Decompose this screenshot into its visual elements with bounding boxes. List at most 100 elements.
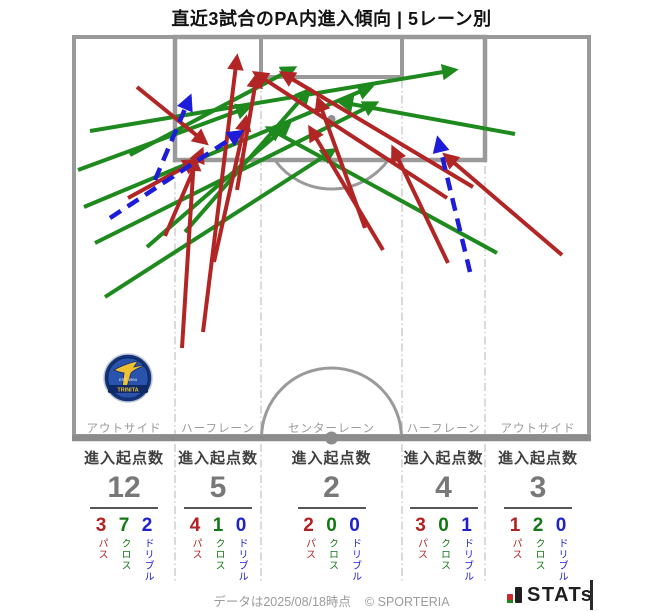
entry-origin-count-value: 4 — [435, 471, 452, 504]
entry-arrow-pass — [391, 144, 450, 264]
entry-type-breakdown: 2 パス 0 クロス 0 ドリブル — [277, 516, 387, 582]
cross-breakdown-cell: 2 クロス — [528, 516, 548, 582]
count-underline — [184, 506, 252, 509]
dribble-count-value: 1 — [461, 514, 472, 536]
goal-area — [259, 35, 404, 79]
cross-count-value: 7 — [118, 514, 130, 536]
entry-arrow-cross — [183, 87, 312, 234]
entry-arrow-pass — [180, 154, 202, 349]
dribble-legend-label: ドリブル — [142, 537, 153, 582]
entry-type-breakdown: 1 パス 2 クロス 0 ドリブル — [483, 516, 593, 582]
penalty-arc — [274, 160, 389, 191]
pass-legend-label: パス — [415, 537, 427, 560]
dribble-legend-label: ドリブル — [236, 537, 247, 582]
entry-origin-count-label: 進入起点数 — [403, 450, 484, 467]
badge-club-name: TRINITA — [117, 388, 138, 394]
dribble-legend-label: ドリブル — [461, 537, 473, 582]
lane-stats-column: 進入起点数 2 2 パス 0 クロス 0 ドリブル — [277, 447, 387, 582]
pass-breakdown-cell: 4 パス — [185, 516, 205, 582]
pass-legend-label: パス — [303, 537, 315, 560]
cross-breakdown-cell: 7 クロス — [114, 516, 134, 582]
pass-breakdown-cell: 3 パス — [91, 516, 111, 582]
lane-zone-label: アウトサイド — [500, 423, 576, 435]
cross-breakdown-cell: 0 クロス — [322, 516, 342, 582]
badge-est-text: EST 1994 — [119, 377, 137, 382]
pass-count-value: 3 — [95, 514, 107, 536]
badge-t-swoosh — [113, 360, 146, 391]
pass-breakdown-cell: 3 パス — [411, 516, 431, 582]
cross-legend-label: クロス — [119, 537, 130, 571]
entry-origin-count-value: 5 — [209, 471, 227, 504]
stats-logo-bar-green-icon — [507, 600, 513, 603]
stats-logo: STATs — [503, 580, 595, 610]
entry-arrow-pass — [278, 71, 475, 189]
entry-arrows-layer — [77, 53, 564, 349]
dribble-breakdown-cell: 2 ドリブル — [137, 516, 157, 582]
center-spot — [325, 431, 338, 445]
entry-arrow-pass — [308, 124, 385, 252]
entry-type-breakdown: 3 パス 7 クロス 2 ドリブル — [69, 516, 179, 582]
copyright-text: © SPORTERIA — [364, 595, 450, 609]
cross-legend-label: クロス — [438, 537, 450, 571]
entry-arrow-dribble — [152, 93, 193, 181]
entry-type-breakdown: 4 パス 1 クロス 0 ドリブル — [163, 516, 273, 582]
entry-origin-count-label: 進入起点数 — [291, 450, 372, 467]
lane-zone-label: ハーフレーン — [181, 423, 255, 435]
count-underline — [504, 506, 572, 509]
entry-arrow-pass — [442, 152, 564, 257]
pass-legend-label: パス — [96, 537, 107, 560]
lane-stats-column: 進入起点数 12 3 パス 7 クロス 2 ドリブル — [69, 447, 179, 582]
dribble-count-value: 2 — [141, 514, 153, 536]
dribble-legend-label: ドリブル — [556, 537, 567, 582]
dribble-legend-label: ドリブル — [349, 537, 361, 582]
entry-arrow-dribble — [108, 129, 245, 220]
badge-banner — [108, 385, 148, 393]
cross-count-value: 2 — [532, 514, 544, 536]
cross-breakdown-cell: 0 クロス — [434, 516, 454, 582]
dribble-breakdown-cell: 1 ドリブル — [457, 516, 477, 582]
entry-origin-count-value: 2 — [323, 471, 340, 504]
pass-count-value: 3 — [415, 514, 426, 536]
footer-caption: データは2025/08/18時点 © SPORTERIA — [0, 591, 663, 610]
lane-stats-column: 進入起点数 3 1 パス 2 クロス 0 ドリブル — [483, 447, 593, 582]
dribble-count-value: 0 — [555, 514, 567, 536]
entry-origin-count-value: 3 — [529, 471, 547, 504]
pass-count-value: 1 — [509, 514, 521, 536]
entry-arrow-pass — [201, 53, 244, 333]
dribble-breakdown-cell: 0 ドリブル — [345, 516, 365, 582]
chart-title: 直近3試合のPA内進入傾向 | 5レーン別 — [171, 9, 492, 29]
lane-zone-label: ハーフレーン — [406, 423, 481, 435]
pass-breakdown-cell: 2 パス — [299, 516, 319, 582]
stats-logo-bar-red-icon — [507, 594, 513, 603]
dribble-count-value: 0 — [349, 514, 360, 536]
club-badge: TRINITA EST 1994 FC OITA — [103, 353, 153, 403]
lane-zone-label: アウトサイド — [86, 423, 162, 435]
stats-logo-end-bar — [590, 580, 593, 610]
cross-legend-label: クロス — [326, 537, 338, 571]
lane-stats-column: 進入起点数 4 3 パス 0 クロス 1 ドリブル — [389, 447, 499, 582]
dribble-count-value: 0 — [235, 514, 247, 536]
entry-origin-count-label: 進入起点数 — [83, 450, 164, 467]
count-underline — [90, 506, 158, 509]
count-underline — [297, 506, 366, 509]
pass-breakdown-cell: 1 パス — [505, 516, 525, 582]
entry-origin-count-value: 12 — [107, 471, 141, 504]
lane-stats-column: 進入起点数 5 4 パス 1 クロス 0 ドリブル — [163, 447, 273, 582]
count-underline — [409, 506, 478, 509]
cross-legend-label: クロス — [533, 537, 544, 571]
cross-count-value: 0 — [326, 514, 337, 536]
entry-arrow-cross — [264, 126, 498, 255]
entry-origin-count-label: 進入起点数 — [497, 450, 578, 467]
entry-arrow-pass — [251, 70, 449, 200]
entry-arrow-pass — [135, 85, 209, 146]
pass-count-value: 2 — [303, 514, 314, 536]
data-date-note: データは2025/08/18時点 — [213, 595, 351, 609]
stats-column-separators — [174, 444, 486, 583]
cross-count-value: 1 — [212, 514, 224, 536]
pass-legend-label: パス — [510, 537, 521, 560]
entry-arrow-cross — [89, 63, 459, 133]
entry-arrow-cross — [103, 148, 338, 299]
entry-arrow-cross — [336, 96, 516, 136]
